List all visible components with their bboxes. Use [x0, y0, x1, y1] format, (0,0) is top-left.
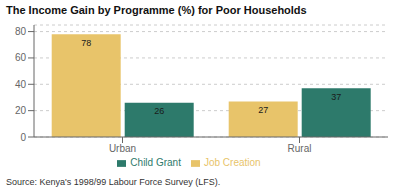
svg-text:27: 27: [258, 105, 268, 115]
svg-text:80: 80: [15, 26, 27, 37]
svg-text:Rural: Rural: [288, 143, 312, 154]
html-text:Child Grant: Child Grant: [130, 157, 181, 168]
html-text:Source: Kenya's 1998/99 Labour: Source: Kenya's 1998/99 Labour Force Sur…: [6, 177, 221, 187]
svg-text:20: 20: [15, 105, 27, 116]
svg-text:60: 60: [15, 52, 27, 63]
svg-text:26: 26: [154, 106, 164, 116]
svg-text:37: 37: [331, 92, 341, 102]
svg-text:78: 78: [81, 38, 91, 48]
html-text:The Income Gain by Programme (: The Income Gain by Programme (%) for Poo…: [6, 4, 307, 16]
svg-text:Urban: Urban: [109, 143, 136, 154]
svg-text:40: 40: [15, 79, 27, 90]
svg-text:0: 0: [20, 132, 26, 143]
html-text:Job Creation: Job Creation: [203, 157, 261, 168]
